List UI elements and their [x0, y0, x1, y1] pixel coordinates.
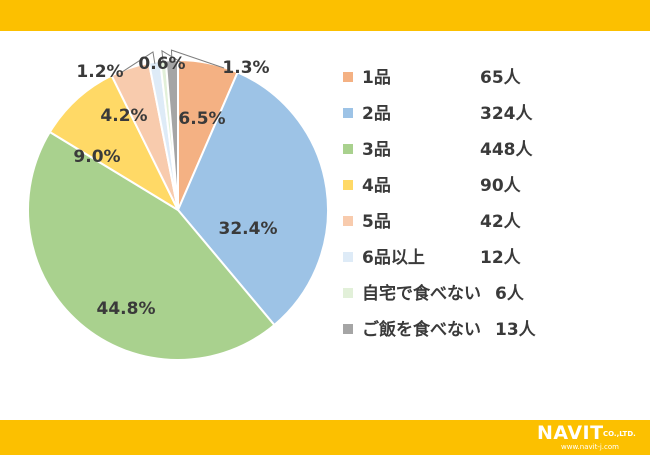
navit-logo[interactable]: NAVIT CO.,LTD. www.navit-j.com [537, 423, 645, 453]
legend-count: 90人 [480, 176, 522, 196]
legend-swatch [343, 252, 353, 262]
legend-count: 65人 [480, 68, 522, 88]
legend-count: 13人 [495, 320, 537, 340]
legend-swatch [343, 72, 353, 82]
pie-slice [27, 130, 276, 361]
pie-slices [27, 58, 329, 361]
pie-slice [48, 74, 181, 213]
legend-count: 42人 [480, 212, 522, 232]
logo-name: NAVIT [537, 422, 604, 444]
pie-slice [176, 71, 329, 327]
percent-label: 4.2% [100, 106, 147, 126]
legend-label: 自宅で食べない [362, 283, 481, 304]
legend-swatch [343, 144, 353, 154]
legend-label: 5品 [362, 212, 391, 232]
leader-line [161, 49, 185, 65]
logo-url: www.navit-j.com [561, 443, 619, 451]
percent-label: 32.4% [219, 219, 278, 239]
legend-swatch [343, 216, 353, 226]
percent-label: 44.8% [97, 299, 156, 319]
leader-line [121, 51, 156, 73]
top-band [0, 0, 650, 31]
bottom-band [0, 420, 650, 455]
percent-label: 1.2% [76, 62, 123, 82]
leader-lines [121, 49, 225, 73]
percent-label: 1.3% [222, 58, 269, 78]
legend-swatch [343, 288, 353, 298]
percent-label: 6.5% [178, 109, 225, 129]
legend-label: 3品 [362, 140, 391, 160]
percent-label: 0.6% [138, 54, 185, 74]
legend-count: 448人 [480, 140, 533, 160]
pie-chart: 6.5% 32.4% 44.8% 9.0% 4.2% 1.2% 0.6% 1.3% 1品 65人… [27, 49, 537, 361]
legend-count: 324人 [480, 104, 533, 124]
legend-count: 6人 [495, 284, 525, 304]
percent-labels: 6.5% 32.4% 44.8% 9.0% 4.2% 1.2% 0.6% 1.3% [73, 54, 277, 319]
legend-swatch [343, 324, 353, 334]
legend-swatch [343, 180, 353, 190]
percent-label: 9.0% [73, 147, 120, 167]
legend-count: 12人 [480, 248, 522, 268]
legend-label: ご飯を食べない [362, 319, 481, 340]
legend-label: 2品 [362, 104, 391, 124]
logo-suffix: CO.,LTD. [603, 430, 636, 438]
legend-label: 4品 [362, 176, 391, 196]
legend-label: 1品 [362, 68, 391, 88]
legend-label: 6品以上 [362, 248, 425, 268]
leader-line [170, 49, 225, 69]
legend-swatch [343, 108, 353, 118]
legend: 1品 65人 2品 324人 3品 448人 4品 90人 5品 42人 6品以上 12人自宅で食べな… [343, 68, 537, 340]
